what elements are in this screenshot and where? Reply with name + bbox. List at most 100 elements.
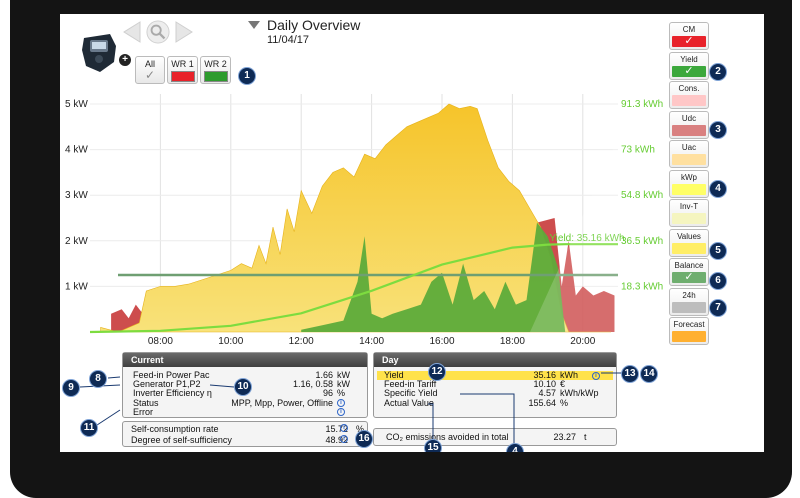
legend-button-inv-t[interactable]: Inv-T (669, 199, 709, 227)
x-tick-label: 10:00 (218, 336, 243, 347)
legend-label-inv-t: Inv-T (679, 202, 699, 211)
legend-button-uac[interactable]: Uac (669, 140, 709, 168)
callout-5: 5 (709, 242, 727, 260)
legend-swatch-cons (672, 95, 706, 106)
day-row-label: Specific Yield (384, 388, 438, 399)
self-consumption-info-icon[interactable]: i (340, 424, 348, 432)
legend-label-yield: Yield (680, 54, 698, 64)
day-row-value: 4.57 (538, 388, 556, 399)
inverter-wr2-button[interactable]: WR 2 (200, 56, 231, 84)
callout-9: 9 (62, 379, 80, 397)
legend-swatch-forecast (672, 331, 706, 342)
self-sufficiency-label: Degree of self-sufficiency (131, 435, 232, 445)
next-day-icon[interactable] (174, 20, 194, 44)
callout-11: 11 (80, 419, 98, 437)
day-row-unit: € (560, 379, 566, 390)
inverter-all-label: All (144, 59, 155, 69)
pointer-8 (107, 376, 121, 379)
x-tick-label: 20:00 (570, 336, 595, 347)
current-row-label: Feed-in Power Pac (133, 370, 210, 380)
gloss-overlay (530, 134, 620, 332)
y-tick-left-label: 3 kW (65, 190, 88, 201)
day-row-label: Actual Value (384, 397, 434, 408)
y-tick-left-label: 5 kW (65, 99, 88, 110)
current-row-info-icon[interactable]: i (337, 398, 345, 407)
y-tick-right-label: 73 kWh (621, 145, 655, 156)
pointer-4b (460, 393, 515, 452)
current-row-label: Inverter Efficiency η (133, 388, 212, 399)
cumulative-yield-line (89, 243, 618, 334)
y-tick-left-label: 4 kW (65, 145, 88, 156)
day-row-label: Yield (384, 370, 404, 380)
callout-16: 16 (355, 430, 373, 448)
day-row-value: 10.10 (533, 379, 556, 390)
current-row-value: 1.16, 0.58 (292, 379, 333, 390)
current-row-unit: kW (337, 370, 350, 380)
current-row-label: Status (133, 397, 159, 408)
callout-12: 12 (428, 363, 446, 381)
legend-label-udc: Udc (681, 113, 697, 123)
check-icon: ✓ (672, 36, 706, 47)
current-row-value: 1.66 (315, 370, 333, 380)
y-tick-right-label: 91.3 kWh (621, 99, 663, 110)
legend-swatch-kwp (672, 183, 706, 195)
callout-2: 2 (709, 63, 727, 81)
current-row-value: MPP, Mpp, Power, Offline (231, 397, 333, 408)
callout-3: 3 (709, 121, 727, 139)
app-screen: 08:00 10:00 12:00 14:00 16:00 18:00 20:00 5 kW 9… (60, 14, 764, 452)
day-row-value: 35.16 (533, 370, 556, 380)
legend-label-balance: Balance (674, 261, 704, 270)
co2-label: CO₂ emissions avoided in total (386, 432, 509, 442)
inverter-wr2-swatch (203, 71, 228, 82)
daily-chart: 08:00 10:00 12:00 14:00 16:00 18:00 20:00 5 kW 9… (65, 94, 663, 347)
day-row-unit: kWh (560, 370, 578, 380)
day-row-label: Feed-in Tariff (384, 379, 437, 390)
legend-button-24h[interactable]: 24h (669, 287, 709, 316)
yield-highlight (377, 371, 613, 380)
current-row-value: 96 (322, 388, 333, 399)
pointer-10 (209, 384, 235, 388)
self-consumption-area (301, 222, 566, 332)
legend-button-balance[interactable]: Balance ✓ (669, 258, 709, 286)
add-device-icon[interactable]: + (119, 54, 131, 66)
legend-button-kwp[interactable]: kWp (669, 169, 709, 198)
legend-label-cm: CM (682, 25, 696, 34)
legend-button-udc[interactable]: Udc (669, 110, 709, 139)
y-tick-left-label: 2 kW (65, 236, 88, 247)
inverter-wr1-button[interactable]: WR 1 (167, 56, 198, 84)
self-sufficiency-info-icon[interactable]: i (340, 435, 348, 443)
x-tick-label: 14:00 (359, 336, 384, 347)
co2-unit: t (584, 432, 587, 442)
current-row-info-icon[interactable]: i (337, 407, 345, 416)
callout-14: 14 (640, 365, 658, 383)
legend-label-values: Values (677, 231, 701, 241)
tablet-frame: 08:00 10:00 12:00 14:00 16:00 18:00 20:00 5 kW 9… (10, 0, 792, 498)
legend-label-24h: 24h (682, 290, 696, 300)
x-tick-label: 08:00 (148, 336, 173, 347)
inverter-wr1-swatch (170, 71, 195, 82)
search-icon[interactable] (145, 20, 171, 44)
page-date: 11/04/17 (267, 34, 310, 46)
x-tick-label: 18:00 (500, 336, 525, 347)
legend-swatch-values (672, 242, 706, 254)
legend-button-cons[interactable]: Cons. (669, 81, 709, 109)
inverter-all-button[interactable]: All ✓ (135, 56, 165, 84)
legend-button-values[interactable]: Values (669, 228, 709, 257)
legend-button-forecast[interactable]: Forecast (669, 317, 709, 345)
legend-button-cm[interactable]: CM ✓ (669, 22, 709, 50)
previous-day-icon[interactable] (122, 20, 142, 44)
inverter-wr2-label: WR 2 (204, 59, 227, 69)
self-sufficiency-value: 48.92 (325, 435, 348, 445)
callout-6: 6 (709, 272, 727, 290)
day-yield-info-icon[interactable]: i (592, 372, 600, 380)
title-dropdown-icon[interactable] (248, 21, 260, 29)
inverter-device-icon[interactable] (80, 32, 118, 72)
inverter-wr1-label: WR 1 (171, 59, 194, 69)
self-consumption-label: Self-consumption rate (131, 424, 219, 434)
callout-15: 15 (424, 439, 442, 452)
callout-8: 8 (89, 370, 107, 388)
current-panel-header: Current (123, 353, 367, 367)
y-tick-left-label: 1 kW (65, 281, 88, 292)
x-tick-label: 16:00 (429, 336, 454, 347)
legend-button-yield[interactable]: Yield ✓ (669, 51, 709, 80)
